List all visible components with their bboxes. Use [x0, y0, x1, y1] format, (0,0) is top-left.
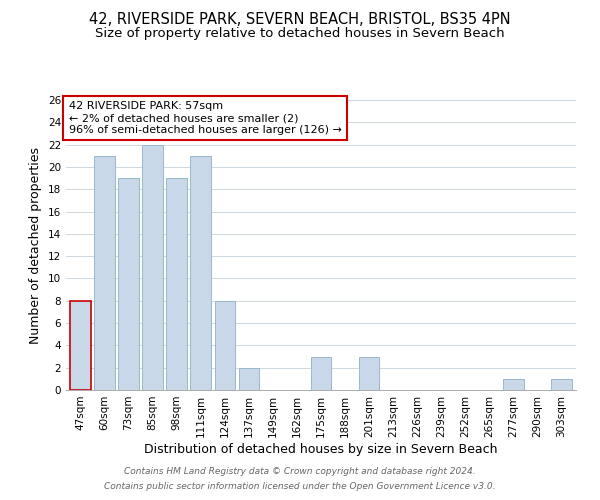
Bar	[503, 379, 524, 390]
Text: Size of property relative to detached houses in Severn Beach: Size of property relative to detached ho…	[95, 28, 505, 40]
Bar	[118, 178, 139, 390]
X-axis label: Distribution of detached houses by size in Severn Beach: Distribution of detached houses by size …	[144, 442, 498, 456]
Bar	[215, 301, 235, 390]
Bar	[94, 156, 115, 390]
Bar	[359, 356, 379, 390]
Bar	[142, 144, 163, 390]
Bar	[239, 368, 259, 390]
Bar	[70, 301, 91, 390]
Bar	[190, 156, 211, 390]
Text: 42, RIVERSIDE PARK, SEVERN BEACH, BRISTOL, BS35 4PN: 42, RIVERSIDE PARK, SEVERN BEACH, BRISTO…	[89, 12, 511, 28]
Bar	[551, 379, 572, 390]
Y-axis label: Number of detached properties: Number of detached properties	[29, 146, 43, 344]
Text: 42 RIVERSIDE PARK: 57sqm
← 2% of detached houses are smaller (2)
96% of semi-det: 42 RIVERSIDE PARK: 57sqm ← 2% of detache…	[68, 102, 341, 134]
Bar	[311, 356, 331, 390]
Text: Contains public sector information licensed under the Open Government Licence v3: Contains public sector information licen…	[104, 482, 496, 491]
Text: Contains HM Land Registry data © Crown copyright and database right 2024.: Contains HM Land Registry data © Crown c…	[124, 467, 476, 476]
Bar	[166, 178, 187, 390]
